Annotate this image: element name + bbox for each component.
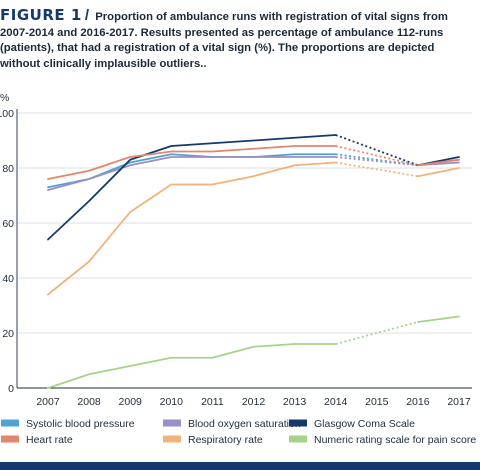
x-tick-label: 2012: [242, 396, 266, 408]
series-line-glasgow-coma-scale: [47, 134, 337, 241]
x-tick-label: 2014: [324, 396, 348, 408]
x-tick-label: 2010: [160, 396, 184, 408]
x-tick-label: 2008: [77, 396, 101, 408]
series-gap-dotted-heart-rate: [335, 145, 419, 167]
series-line-heart-rate: [47, 145, 337, 180]
legend-label-glasgow-coma-scale: Glasgow Coma Scale: [314, 418, 415, 430]
legend-swatch-glasgow-coma-scale: [289, 419, 307, 427]
figure-slash: /: [84, 7, 90, 24]
series-gap-dotted-glasgow-coma-scale: [335, 134, 419, 167]
legend-swatch-numeric-rating-scale-for-pain-score: [289, 435, 307, 443]
y-tick-label: 100: [0, 108, 14, 120]
legend-swatch-blood-oxygen-saturation: [163, 419, 181, 427]
legend-swatch-heart-rate: [1, 435, 19, 443]
x-tick-label: 2015: [365, 396, 389, 408]
y-tick-label: 80: [2, 163, 14, 175]
x-tick-label: 2013: [283, 396, 307, 408]
series-line-numeric-rating-scale-for-pain-score: [47, 343, 337, 389]
bottom-accent-bar: [0, 462, 480, 470]
legend-label-numeric-rating-scale-for-pain-score: Numeric rating scale for pain score: [314, 434, 476, 446]
x-tick-label: 2007: [36, 396, 60, 408]
x-tick-label: 2016: [406, 396, 430, 408]
series-gap-dotted-numeric-rating-scale-for-pain-score: [335, 321, 419, 345]
legend-swatch-respiratory-rate: [163, 435, 181, 443]
series-line-blood-oxygen-saturation: [47, 156, 337, 191]
y-tick-label: 60: [2, 218, 14, 230]
series-line-respiratory-rate: [416, 167, 460, 178]
series-line-respiratory-rate: [47, 161, 337, 296]
y-tick-label: 20: [2, 328, 14, 340]
x-tick-label: 2017: [447, 396, 471, 408]
y-tick-label: 40: [2, 273, 14, 285]
series-line-numeric-rating-scale-for-pain-score: [416, 315, 460, 323]
series-line-heart-rate: [416, 158, 460, 167]
figure-caption: Proportion of ambulance runs with regist…: [0, 11, 448, 70]
y-tick-label: 0: [8, 383, 14, 395]
x-tick-label: 2009: [119, 396, 143, 408]
series-gap-dotted-blood-oxygen-saturation: [335, 156, 418, 167]
legend-swatch-systolic-blood-pressure: [1, 419, 19, 427]
figure-label: FIGURE 1: [0, 6, 82, 24]
legend-label-systolic-blood-pressure: Systolic blood pressure: [26, 418, 135, 430]
x-tick-label: 2011: [201, 396, 224, 408]
legend-label-heart-rate: Heart rate: [26, 434, 73, 446]
legend-label-respiratory-rate: Respiratory rate: [188, 434, 263, 446]
figure-caption-block: FIGURE 1 / Proportion of ambulance runs …: [0, 6, 470, 72]
legend-label-blood-oxygen-saturation: Blood oxygen saturation: [188, 418, 301, 430]
series-gap-dotted-respiratory-rate: [335, 161, 419, 178]
y-axis-unit-label: %: [0, 92, 9, 104]
